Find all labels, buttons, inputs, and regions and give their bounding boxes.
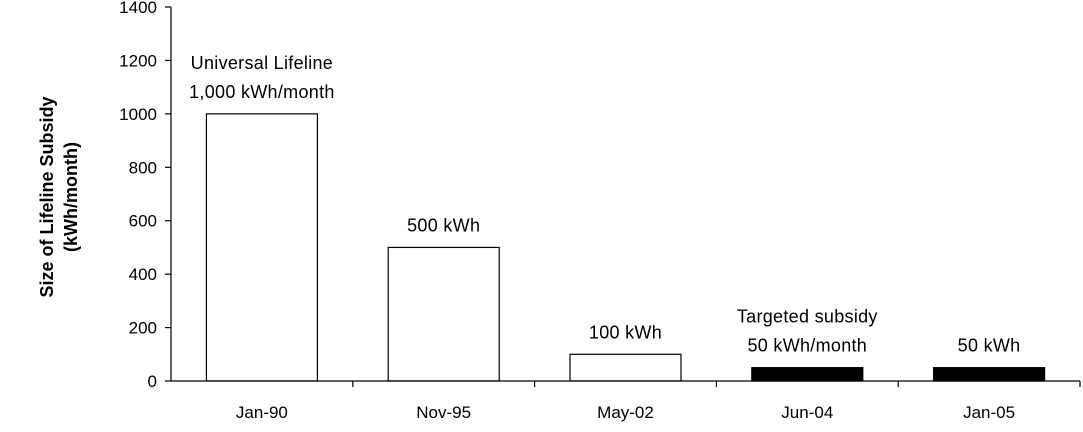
data-label: 50 kWh <box>958 336 1021 356</box>
data-label: 100 kWh <box>589 322 662 342</box>
data-label: Universal Lifeline <box>191 53 333 73</box>
bar-may-02 <box>569 353 682 382</box>
x-tick-label: Jun-04 <box>781 403 833 422</box>
y-tick-label: 400 <box>129 265 157 284</box>
data-label: 500 kWh <box>407 215 480 235</box>
bars <box>205 113 1046 382</box>
bar-jun-04 <box>751 367 864 382</box>
x-axis: Jan-90 Nov-95 May-02 Jun-04 Jan-05 <box>236 381 1081 422</box>
y-tick-label: 800 <box>129 158 157 177</box>
y-tick-label: 1200 <box>119 51 157 70</box>
y-tick-label: 200 <box>129 319 157 338</box>
data-label: 1,000 kWh/month <box>189 82 335 102</box>
x-tick-label: Jan-05 <box>963 403 1015 422</box>
y-tick-label: 600 <box>129 212 157 231</box>
x-tick-label: May-02 <box>597 403 654 422</box>
data-label: Targeted subsidy <box>737 307 878 327</box>
y-axis: 0 200 400 600 800 1000 1200 1400 <box>119 0 171 391</box>
y-tick-label: 1000 <box>119 105 157 124</box>
y-axis-title-line1: Size of Lifeline Subsidy <box>37 96 57 297</box>
annotations: Universal Lifeline 1,000 kWh/month 500 kWh… <box>189 53 1020 356</box>
x-tick-label: Nov-95 <box>416 403 471 422</box>
x-tick-label: Jan-90 <box>236 403 288 422</box>
y-tick-label: 1400 <box>119 0 157 17</box>
y-tick-label: 0 <box>148 372 157 391</box>
y-axis-title: Size of Lifeline Subsidy (kWh/month) <box>37 96 81 297</box>
bar-jan-90 <box>205 113 318 382</box>
bar-jan-05 <box>932 367 1046 382</box>
data-label: 50 kWh/month <box>747 336 867 356</box>
bar-nov-95 <box>387 246 500 382</box>
y-axis-title-line2: (kWh/month) <box>61 142 81 252</box>
